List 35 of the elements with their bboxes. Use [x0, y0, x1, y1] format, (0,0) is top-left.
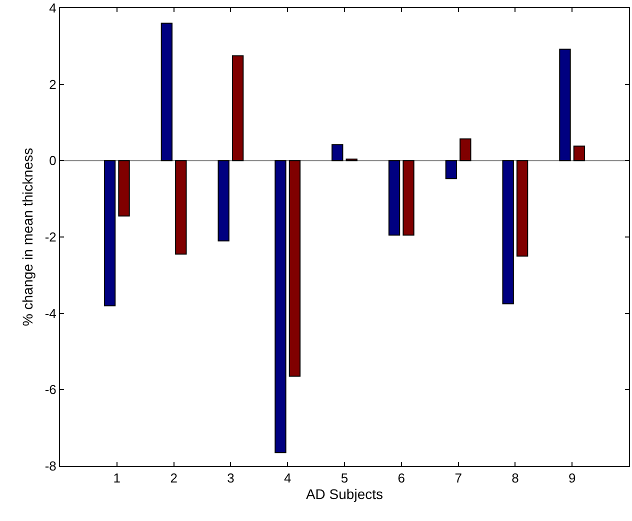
bar [573, 146, 586, 162]
x-tick-label: 6 [398, 470, 406, 486]
x-tick-label: 2 [170, 470, 178, 486]
bar [175, 160, 187, 255]
bar [502, 160, 514, 304]
x-tick-label: 4 [284, 470, 292, 486]
x-tick-label: 8 [512, 470, 519, 486]
bar [288, 160, 301, 377]
bar [274, 160, 286, 454]
y-tick-label: -8 [44, 458, 56, 474]
bar [460, 138, 472, 162]
y-axis-title: % change in mean thickness [19, 148, 36, 326]
bar [445, 160, 458, 180]
x-tick-label: 1 [113, 470, 121, 486]
x-tick-label: 5 [340, 470, 348, 486]
bar [402, 160, 414, 236]
bar [559, 48, 571, 162]
x-axis-title: AD Subjects [306, 486, 384, 502]
x-tick-label: 3 [227, 470, 234, 486]
bar [104, 160, 116, 306]
bar [118, 160, 130, 217]
y-tick-label: 4 [49, 0, 56, 16]
y-tick-label: -2 [44, 230, 56, 245]
bar [218, 160, 230, 242]
y-tick-label: -4 [44, 306, 56, 321]
y-tick-label: 2 [49, 76, 56, 92]
y-tick-label: -6 [44, 382, 56, 398]
bar [332, 144, 344, 162]
bar [388, 160, 400, 236]
y-tick-label: 0 [49, 153, 56, 168]
x-tick-label: 9 [568, 470, 576, 486]
x-tick-label: 7 [454, 470, 462, 486]
bar [516, 160, 528, 257]
bar [160, 22, 173, 162]
bar [232, 55, 244, 162]
